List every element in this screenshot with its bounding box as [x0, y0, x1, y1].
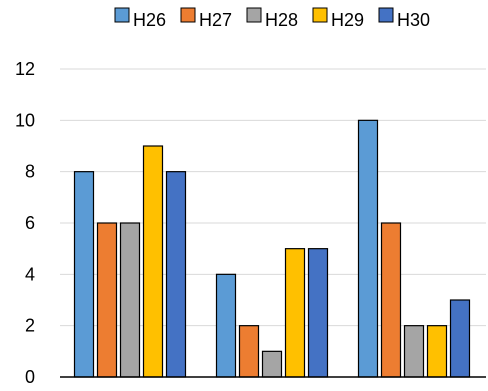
bar-h29-group-2 — [284, 248, 306, 378]
y-tick-label: 12 — [15, 59, 35, 79]
bar-h26-group-3 — [357, 119, 379, 378]
bar-h28-group-3 — [403, 325, 425, 378]
bar-h29-group-1 — [142, 145, 164, 378]
y-tick-label: 0 — [25, 367, 35, 387]
legend-swatch-h28 — [246, 7, 262, 23]
legend-swatch-h26 — [114, 7, 130, 23]
legend-label-h27: H27 — [199, 10, 232, 30]
y-tick-label: 4 — [25, 264, 35, 284]
legend-label-h29: H29 — [331, 10, 364, 30]
bar-h26-group-1 — [73, 171, 95, 378]
bars — [73, 119, 471, 378]
legend-swatch-h27 — [180, 7, 196, 23]
legend-label-h30: H30 — [397, 10, 430, 30]
y-tick-label: 8 — [25, 162, 35, 182]
bar-h30-group-2 — [307, 248, 329, 378]
legend-label-h28: H28 — [265, 10, 298, 30]
legend: H26 H27 H28 H29 H30 — [114, 7, 430, 30]
y-tick-label: 6 — [25, 213, 35, 233]
bar-h28-group-1 — [119, 222, 141, 378]
bar-h30-group-1 — [165, 171, 187, 378]
legend-swatch-h30 — [378, 7, 394, 23]
bar-h27-group-2 — [238, 325, 260, 378]
bar-h29-group-3 — [426, 325, 448, 378]
bar-h27-group-1 — [96, 222, 118, 378]
bar-h26-group-2 — [215, 273, 237, 378]
y-axis: 0 2 4 6 8 10 12 — [15, 59, 35, 387]
bar-h28-group-2 — [261, 350, 283, 378]
y-tick-label: 2 — [25, 316, 35, 336]
bar-h27-group-3 — [380, 222, 402, 378]
y-tick-label: 10 — [15, 110, 35, 130]
bar-h30-group-3 — [449, 299, 471, 378]
legend-swatch-h29 — [312, 7, 328, 23]
legend-label-h26: H26 — [133, 10, 166, 30]
